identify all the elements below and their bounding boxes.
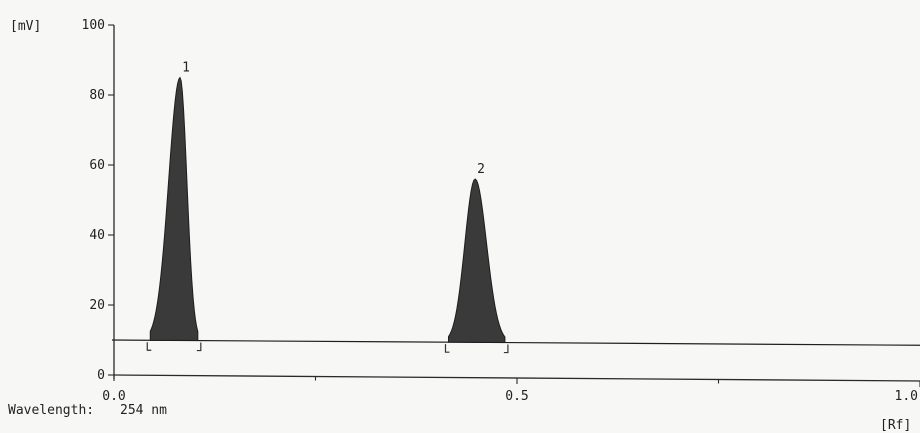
wavelength-label: Wavelength: [8,403,94,418]
y-tick-label: 0 [97,368,105,383]
y-axis: 0 20 40 60 80 100 [82,18,115,383]
peak-2-bracket-right [503,344,509,354]
x-tick-label: 0.5 [505,389,528,404]
x-tick-label: 0.0 [102,389,125,404]
x-axis: 0.0 0.5 1.0 [102,374,920,404]
y-tick-label: 100 [82,18,105,33]
x-tick-label: 1.0 [895,389,918,404]
y-unit-label: [mV] [10,19,41,34]
y-tick-label: 60 [89,158,105,173]
peak-1-area [149,76,199,342]
peak-2-label: 2 [477,162,485,177]
wavelength-value: 254 nm [120,403,167,418]
y-tick-label: 20 [89,298,105,313]
peak-1-bracket-left [146,342,152,351]
baseline-line [111,339,920,346]
x-unit-label: [Rf] [880,418,911,433]
y-tick-label: 40 [89,228,105,243]
peaks: 12 [111,61,920,354]
peak-2-area [447,178,506,344]
peak-1-label: 1 [182,61,190,76]
peak-1-bracket-right [196,342,202,352]
peak-2-bracket-left [444,344,450,353]
y-tick-label: 80 [89,88,105,103]
